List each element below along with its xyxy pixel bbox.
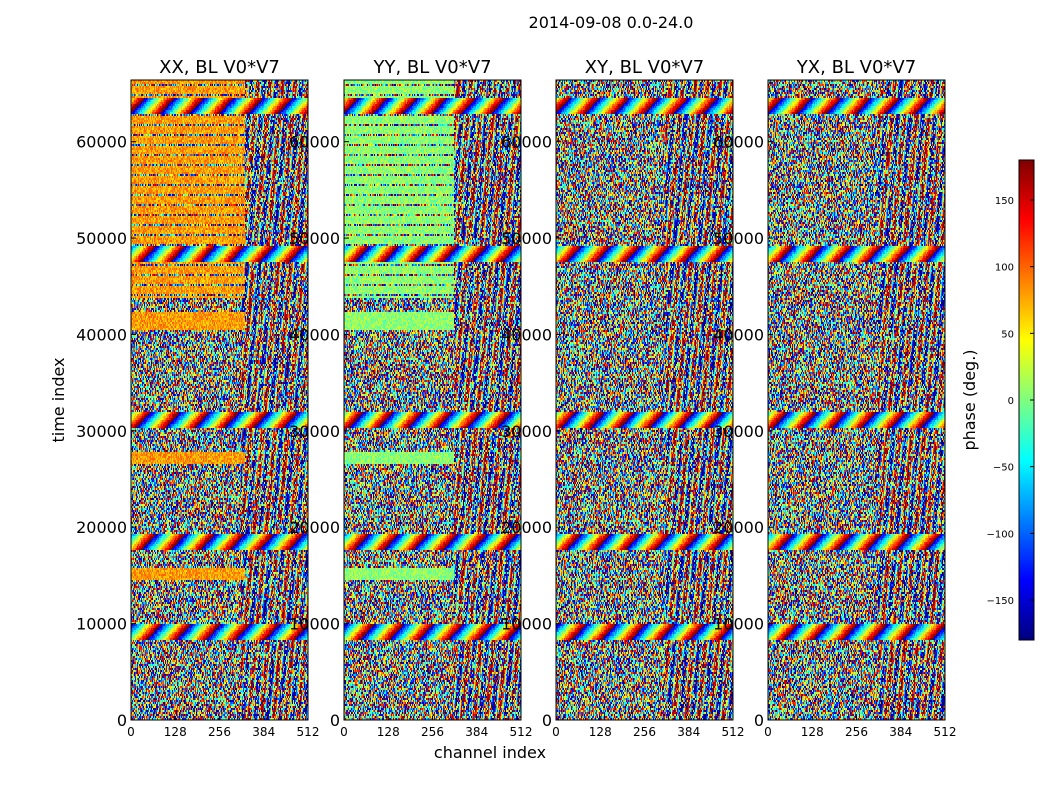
y-tick-label: 60000 — [289, 133, 340, 152]
y-tick-label: 20000 — [289, 518, 340, 537]
panel-heatmap-4 — [768, 80, 945, 720]
panel-heatmap-1 — [131, 80, 308, 720]
y-tick-label: 30000 — [289, 422, 340, 441]
colorbar-tick-label: −100 — [987, 529, 1014, 540]
y-tick-label: 50000 — [289, 229, 340, 248]
x-tick-label: 128 — [589, 725, 612, 739]
colorbar-tick-label: 150 — [995, 196, 1014, 207]
y-tick-label: 30000 — [501, 422, 552, 441]
y-tick-label: 20000 — [713, 518, 764, 537]
x-tick-label: 512 — [722, 725, 745, 739]
x-tick-label: 0 — [340, 725, 348, 739]
colorbar-tick-label: 100 — [995, 263, 1014, 274]
x-tick-label: 0 — [552, 725, 560, 739]
x-tick-label: 128 — [164, 725, 187, 739]
y-tick-label: 10000 — [76, 615, 127, 634]
y-tick-label: 20000 — [76, 518, 127, 537]
colorbar-tick-label: 0 — [1008, 396, 1014, 407]
y-tick-label: 50000 — [713, 229, 764, 248]
colorbar-label: phase (deg.) — [960, 349, 979, 450]
x-tick-label: 512 — [934, 725, 957, 739]
y-tick-label: 10000 — [501, 615, 552, 634]
y-tick-label: 60000 — [76, 133, 127, 152]
x-tick-label: 384 — [252, 725, 275, 739]
panel-title-2: YY, BL V0*V7 — [372, 57, 491, 78]
y-tick-label: 50000 — [501, 229, 552, 248]
x-tick-label: 256 — [421, 725, 444, 739]
y-tick-label: 60000 — [501, 133, 552, 152]
y-tick-label: 0 — [330, 711, 340, 730]
x-tick-label: 384 — [465, 725, 488, 739]
x-tick-label: 128 — [801, 725, 824, 739]
y-tick-label: 0 — [754, 711, 764, 730]
colorbar-tick-label: −150 — [987, 596, 1014, 607]
panel-title-4: YX, BL V0*V7 — [796, 57, 916, 78]
x-tick-label: 0 — [764, 725, 772, 739]
y-tick-label: 40000 — [501, 325, 552, 344]
x-tick-label: 0 — [127, 725, 135, 739]
colorbar: −150 −100 −50 0 50 100 150 — [987, 159, 1035, 641]
y-tick-label: 40000 — [713, 325, 764, 344]
figure-title: 2014-09-08 0.0-24.0 — [529, 13, 694, 32]
x-axis-label: channel index — [434, 743, 546, 762]
x-tick-label: 512 — [510, 725, 533, 739]
y-axis-label: time index — [49, 357, 68, 442]
x-tick-label: 384 — [889, 725, 912, 739]
colorbar-tick-label: 50 — [1001, 329, 1014, 340]
y-tick-label: 10000 — [713, 615, 764, 634]
y-tick-label: 30000 — [713, 422, 764, 441]
colorbar-tick-label: −50 — [993, 463, 1014, 474]
x-tick-label: 384 — [677, 725, 700, 739]
panel-title-3: XY, BL V0*V7 — [585, 57, 704, 78]
x-tick-label: 512 — [297, 725, 320, 739]
y-tick-label: 50000 — [76, 229, 127, 248]
panel-heatmap-2 — [344, 80, 521, 720]
panel-title-1: XX, BL V0*V7 — [159, 57, 280, 78]
y-tick-label: 20000 — [501, 518, 552, 537]
x-tick-label: 128 — [377, 725, 400, 739]
y-tick-label: 40000 — [76, 325, 127, 344]
y-tick-label: 40000 — [289, 325, 340, 344]
x-tick-label: 256 — [633, 725, 656, 739]
panels: XX, BL V0*V7 0 128 256 384 512 0 10000 20000 3000… — [76, 57, 956, 739]
y-tick-label: 0 — [542, 711, 552, 730]
x-tick-label: 256 — [845, 725, 868, 739]
y-tick-label: 30000 — [76, 422, 127, 441]
x-tick-label: 256 — [208, 725, 231, 739]
y-tick-label: 0 — [117, 711, 127, 730]
y-tick-label: 60000 — [713, 133, 764, 152]
panel-heatmap-3 — [556, 80, 733, 720]
y-tick-label: 10000 — [289, 615, 340, 634]
